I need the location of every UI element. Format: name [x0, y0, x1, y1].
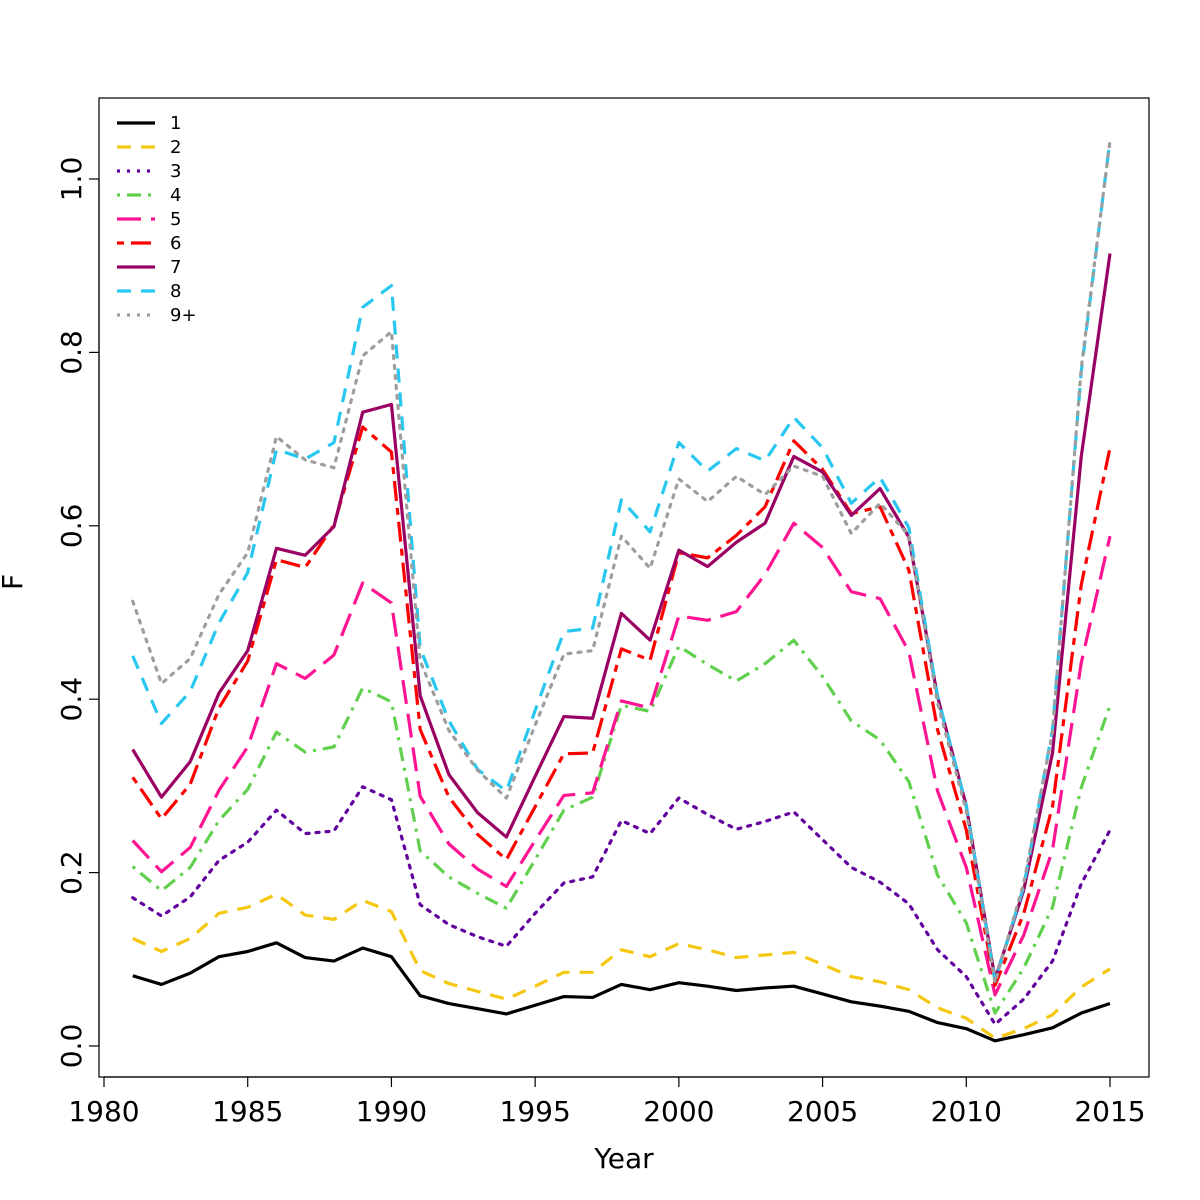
- series-line-4: [131, 638, 1112, 1015]
- legend-label: 1: [170, 113, 181, 134]
- legend-label: 2: [170, 137, 181, 158]
- y-tick-label: 0.0: [55, 1024, 88, 1069]
- x-tick-label: 2015: [1074, 1095, 1145, 1128]
- series-line-7: [131, 253, 1112, 981]
- legend-label: 6: [170, 233, 181, 254]
- legend-label: 4: [170, 185, 181, 206]
- legend-label: 5: [170, 209, 181, 230]
- legend-label: 8: [170, 281, 181, 302]
- y-tick-label: 0.2: [55, 850, 88, 895]
- x-axis-title: Year: [593, 1142, 654, 1175]
- x-tick-label: 2005: [787, 1095, 858, 1128]
- series-layer: [131, 139, 1112, 1043]
- x-tick-label: 1985: [212, 1095, 283, 1128]
- series-line-9plus: [131, 139, 1112, 985]
- y-tick-label: 0.4: [55, 677, 88, 722]
- x-tick-label: 2010: [931, 1095, 1002, 1128]
- legend-label: 9+: [170, 305, 197, 326]
- series-line-2: [132, 892, 1111, 1040]
- legend-label: 7: [170, 257, 181, 278]
- x-tick-label: 1995: [500, 1095, 571, 1128]
- x-tick-label: 2000: [643, 1095, 714, 1128]
- legend-label: 3: [170, 161, 181, 182]
- x-tick-label: 1980: [68, 1095, 139, 1128]
- plot-frame: [98, 97, 1150, 1078]
- y-tick-label: 0.6: [55, 504, 88, 549]
- series-line-1: [132, 941, 1111, 1043]
- y-axis-title: F: [0, 574, 29, 590]
- y-tick-label: 1.0: [55, 157, 88, 202]
- series-line-8: [131, 139, 1112, 983]
- series-line-6: [131, 425, 1112, 987]
- x-axis: 1980 1985 1990 1995 2000 2005 2010 2015: [68, 1076, 1146, 1128]
- y-axis: 0.0 0.2 0.4 0.6 0.8 1.0: [55, 157, 100, 1069]
- series-line-5: [131, 521, 1112, 997]
- legend: 1 2 3 4 5 6 7 8 9+: [117, 113, 197, 326]
- x-tick-label: 1990: [356, 1095, 427, 1128]
- y-tick-label: 0.8: [55, 330, 88, 375]
- series-line-3: [131, 785, 1112, 1026]
